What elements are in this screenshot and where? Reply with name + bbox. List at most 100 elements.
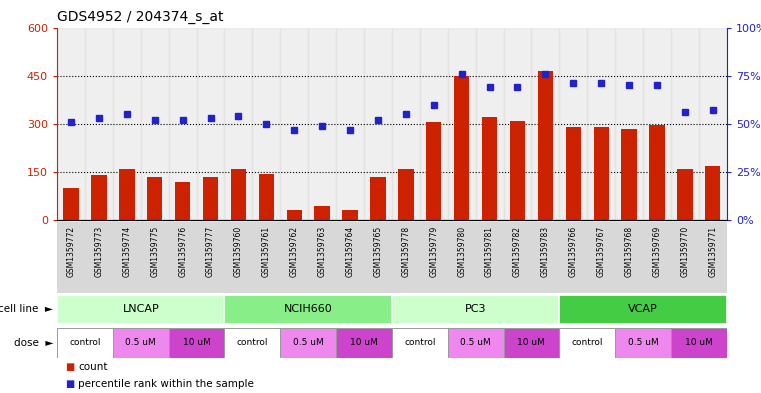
Bar xyxy=(224,295,392,324)
Bar xyxy=(426,122,441,220)
Text: ■: ■ xyxy=(65,379,74,389)
Bar xyxy=(559,28,587,220)
Bar xyxy=(615,222,643,293)
Text: NCIH660: NCIH660 xyxy=(284,305,333,314)
Bar xyxy=(476,28,504,220)
Bar xyxy=(196,222,224,293)
Bar xyxy=(565,127,581,220)
Bar xyxy=(57,28,85,220)
Bar xyxy=(420,28,447,220)
Bar xyxy=(85,222,113,293)
Bar xyxy=(671,222,699,293)
Text: GSM1359771: GSM1359771 xyxy=(708,226,718,277)
Bar xyxy=(504,28,531,220)
Bar xyxy=(447,328,504,358)
Bar xyxy=(420,222,447,293)
Text: GSM1359783: GSM1359783 xyxy=(541,226,550,277)
Text: PC3: PC3 xyxy=(465,305,486,314)
Text: 10 uM: 10 uM xyxy=(685,338,713,347)
Bar xyxy=(643,28,671,220)
Text: 0.5 uM: 0.5 uM xyxy=(293,338,323,347)
Text: control: control xyxy=(404,338,435,347)
Bar xyxy=(559,295,727,324)
Text: GSM1359762: GSM1359762 xyxy=(290,226,299,277)
Bar xyxy=(169,328,224,358)
Bar xyxy=(649,125,664,220)
Bar xyxy=(280,28,308,220)
Bar xyxy=(342,210,358,220)
Bar xyxy=(538,71,553,220)
Bar xyxy=(203,177,218,220)
Bar xyxy=(531,222,559,293)
Text: cell line  ►: cell line ► xyxy=(0,305,53,314)
Text: GSM1359767: GSM1359767 xyxy=(597,226,606,277)
Bar xyxy=(371,177,386,220)
Bar xyxy=(364,28,392,220)
Bar xyxy=(454,75,470,220)
Text: GSM1359764: GSM1359764 xyxy=(345,226,355,277)
Text: VCAP: VCAP xyxy=(628,305,658,314)
Text: dose  ►: dose ► xyxy=(14,338,53,348)
Bar xyxy=(447,28,476,220)
Bar xyxy=(113,222,141,293)
Text: 0.5 uM: 0.5 uM xyxy=(126,338,156,347)
Text: GSM1359761: GSM1359761 xyxy=(262,226,271,277)
Bar xyxy=(85,28,113,220)
Bar xyxy=(476,222,504,293)
Bar xyxy=(587,222,615,293)
Bar xyxy=(175,182,190,220)
Bar xyxy=(336,222,364,293)
Bar xyxy=(559,328,615,358)
Text: GSM1359772: GSM1359772 xyxy=(66,226,75,277)
Bar xyxy=(91,175,107,220)
Bar xyxy=(119,169,135,220)
Bar xyxy=(224,222,253,293)
Bar xyxy=(169,28,196,220)
Text: GSM1359774: GSM1359774 xyxy=(123,226,132,277)
Text: 10 uM: 10 uM xyxy=(350,338,378,347)
Text: control: control xyxy=(237,338,268,347)
Text: control: control xyxy=(69,338,100,347)
Text: GSM1359779: GSM1359779 xyxy=(429,226,438,277)
Bar xyxy=(253,28,280,220)
Text: GSM1359768: GSM1359768 xyxy=(625,226,634,277)
Bar xyxy=(364,222,392,293)
Bar xyxy=(231,169,246,220)
Text: count: count xyxy=(78,362,108,371)
Text: GSM1359765: GSM1359765 xyxy=(374,226,383,277)
Bar xyxy=(287,210,302,220)
Text: GDS4952 / 204374_s_at: GDS4952 / 204374_s_at xyxy=(57,9,224,24)
Bar xyxy=(705,165,721,220)
Bar xyxy=(259,174,274,220)
Text: GSM1359781: GSM1359781 xyxy=(485,226,494,277)
Text: GSM1359776: GSM1359776 xyxy=(178,226,187,277)
Bar xyxy=(336,328,392,358)
Bar xyxy=(615,328,671,358)
Bar xyxy=(314,206,330,220)
Bar xyxy=(392,295,559,324)
Bar xyxy=(141,28,169,220)
Bar xyxy=(169,222,196,293)
Text: GSM1359763: GSM1359763 xyxy=(317,226,326,277)
Bar xyxy=(643,222,671,293)
Bar xyxy=(587,28,615,220)
Bar xyxy=(113,28,141,220)
Bar xyxy=(699,28,727,220)
Text: 10 uM: 10 uM xyxy=(183,338,211,347)
Text: GSM1359766: GSM1359766 xyxy=(568,226,578,277)
Text: 0.5 uM: 0.5 uM xyxy=(628,338,658,347)
Bar xyxy=(57,328,113,358)
Text: GSM1359775: GSM1359775 xyxy=(150,226,159,277)
Text: GSM1359770: GSM1359770 xyxy=(680,226,689,277)
Text: GSM1359782: GSM1359782 xyxy=(513,226,522,277)
Bar xyxy=(224,28,253,220)
Bar xyxy=(141,222,169,293)
Bar xyxy=(699,222,727,293)
Bar xyxy=(336,28,364,220)
Bar xyxy=(398,169,413,220)
Bar xyxy=(224,328,280,358)
Bar xyxy=(677,169,693,220)
Bar xyxy=(392,222,420,293)
Text: GSM1359778: GSM1359778 xyxy=(401,226,410,277)
Bar xyxy=(63,188,78,220)
